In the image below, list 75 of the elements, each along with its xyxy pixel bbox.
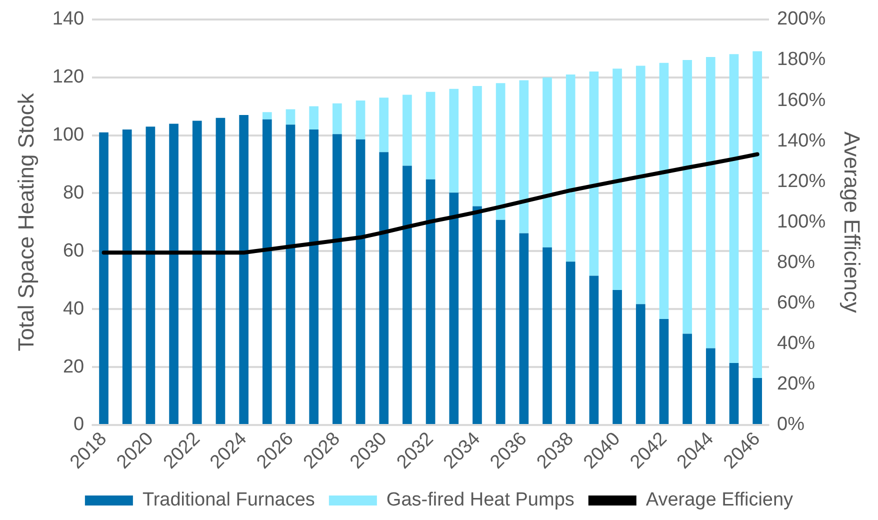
bar <box>566 74 576 262</box>
bar <box>449 88 459 193</box>
y2-tick-label: 180% <box>777 49 826 70</box>
bar <box>356 139 366 424</box>
bar <box>379 98 389 152</box>
y-tick-label: 100 <box>52 124 84 146</box>
y2-tick-label: 40% <box>777 333 816 354</box>
y-tick-label: 80 <box>62 182 84 204</box>
y2-tick-label: 120% <box>777 170 826 192</box>
bar <box>146 126 156 424</box>
bar <box>682 60 692 334</box>
bar <box>169 124 178 424</box>
bar <box>309 129 319 424</box>
bar <box>379 152 389 424</box>
bar <box>542 247 552 424</box>
bar <box>566 262 576 424</box>
bar <box>402 166 412 424</box>
bar <box>332 103 342 134</box>
bar <box>286 124 296 424</box>
bar <box>659 62 669 319</box>
bar <box>99 132 108 424</box>
bar <box>729 54 739 363</box>
bar <box>426 92 436 180</box>
bar <box>752 51 762 378</box>
y-tick-label: 40 <box>62 298 84 320</box>
y2-tick-label: 140% <box>777 130 826 152</box>
y2-tick-label: 100% <box>777 211 826 232</box>
bar <box>262 112 272 120</box>
bar <box>636 66 646 304</box>
y2-tick-label: 0% <box>777 414 805 436</box>
bar <box>496 220 506 424</box>
bar <box>612 68 622 290</box>
y-tick-label: 140 <box>52 8 84 30</box>
y-tick-label: 20 <box>62 356 84 378</box>
bar <box>659 318 669 424</box>
bar <box>402 94 412 166</box>
bar <box>542 77 552 248</box>
bar <box>472 206 482 424</box>
bar <box>239 115 248 424</box>
legend-label: Gas-fired Heat Pumps <box>386 490 574 511</box>
bar <box>752 378 762 424</box>
y2-tick-label: 160% <box>777 90 826 111</box>
y2-tick-label: 20% <box>777 374 816 395</box>
bar <box>309 106 319 130</box>
bar <box>706 348 716 424</box>
y-tick-label: 0 <box>74 414 84 436</box>
bar <box>356 100 366 140</box>
legend-label: Traditional Furnaces <box>142 490 315 511</box>
bar <box>192 120 202 424</box>
bar <box>496 83 506 220</box>
y2-tick-label: 80% <box>777 252 816 273</box>
bar <box>589 276 599 424</box>
y-axis-title: Total Space Heating Stock <box>13 92 38 352</box>
y2-axis-title: Average Efficiency <box>840 131 865 313</box>
legend-label: Average Efficieny <box>646 490 794 511</box>
bar <box>636 304 646 424</box>
bar <box>122 129 132 424</box>
bar <box>286 109 296 125</box>
y-tick-label: 60 <box>62 240 84 262</box>
bar <box>589 72 599 276</box>
bar <box>519 233 529 424</box>
bar <box>472 86 482 206</box>
bar <box>216 118 226 424</box>
bar <box>426 179 436 424</box>
bar <box>332 134 342 424</box>
bar <box>262 119 272 424</box>
bar <box>612 290 622 424</box>
bar <box>449 192 459 424</box>
y2-tick-label: 200% <box>777 8 826 30</box>
bar <box>706 57 716 348</box>
y2-tick-label: 60% <box>777 292 816 314</box>
bar <box>682 334 692 424</box>
bar <box>519 80 529 234</box>
y-tick-label: 120 <box>52 66 84 88</box>
bar <box>729 362 739 424</box>
